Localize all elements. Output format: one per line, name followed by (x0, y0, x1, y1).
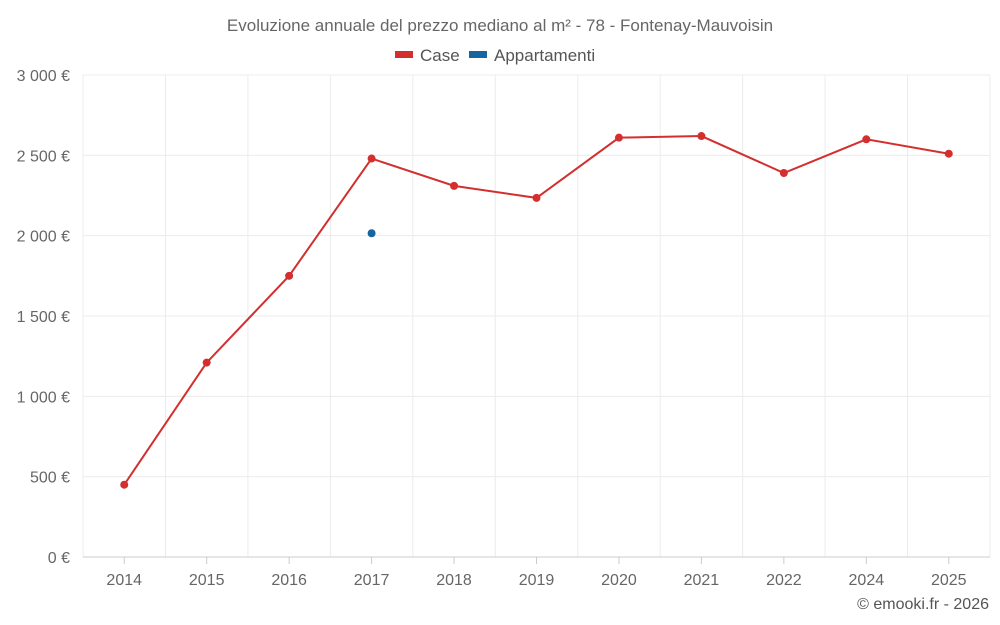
data-point[interactable] (779, 169, 788, 178)
y-tick-label: 3 000 € (17, 68, 70, 85)
chart-title: Evoluzione annuale del prezzo mediano al… (227, 16, 773, 35)
data-point[interactable] (697, 132, 706, 141)
y-tick-label: 1 500 € (17, 309, 70, 326)
series-layer (120, 132, 953, 489)
x-tick-label: 2024 (849, 572, 885, 589)
legend-swatch (395, 51, 413, 58)
legend: Case Appartamenti (395, 46, 595, 65)
x-tick-label: 2022 (766, 572, 802, 589)
x-tick-label: 2018 (436, 572, 472, 589)
x-tick-label: 2025 (931, 572, 967, 589)
y-tick-label: 0 € (48, 550, 70, 567)
data-point[interactable] (614, 133, 623, 142)
data-point[interactable] (120, 480, 129, 489)
data-point[interactable] (202, 358, 211, 367)
x-axis: 2014 2015 2016 2017 2018 2019 2020 2021 2022 2024… (83, 556, 990, 589)
x-tick-label: 2015 (189, 572, 225, 589)
grid (82, 74, 991, 558)
y-tick-label: 2 500 € (17, 148, 70, 165)
x-tick-label: 2016 (271, 572, 307, 589)
x-tick-label: 2017 (354, 572, 390, 589)
y-tick-label: 2 000 € (17, 229, 70, 246)
x-tick-label: 2014 (106, 572, 142, 589)
y-tick-label: 500 € (30, 470, 70, 487)
legend-swatch (469, 51, 487, 58)
data-point[interactable] (285, 271, 294, 280)
y-tick-label: 1 000 € (17, 389, 70, 406)
data-point[interactable] (944, 149, 953, 158)
x-tick-label: 2019 (519, 572, 555, 589)
data-point[interactable] (532, 193, 541, 202)
credit-text: © emooki.fr - 2026 (857, 596, 989, 613)
legend-label[interactable]: Case (420, 46, 460, 65)
data-point[interactable] (862, 135, 871, 144)
data-point[interactable] (367, 229, 376, 238)
y-axis: 0 € 500 € 1 000 € 1 500 € 2 000 € 2 500 € 3 00… (17, 68, 70, 567)
data-point[interactable] (450, 181, 459, 190)
legend-label[interactable]: Appartamenti (494, 46, 595, 65)
data-point[interactable] (367, 154, 376, 163)
x-tick-label: 2021 (684, 572, 720, 589)
x-tick-label: 2020 (601, 572, 637, 589)
